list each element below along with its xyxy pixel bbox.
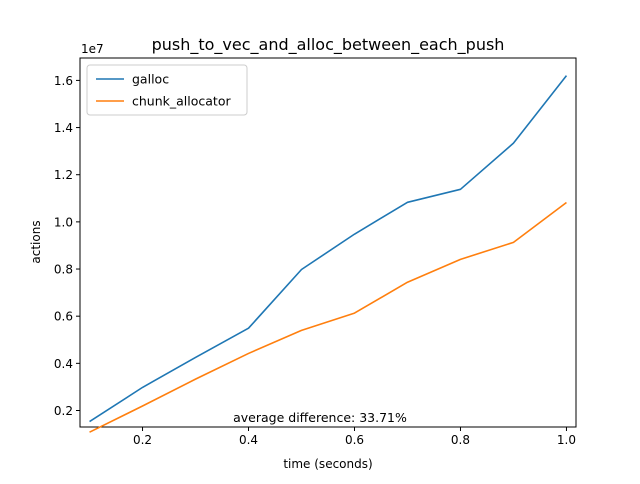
legend: galloc chunk_allocator xyxy=(86,64,248,116)
plot-area: 0.2 0.4 0.6 0.8 1.0 0.2 0.4 0.6 0.8 1.0 1.2 1.4 1.6 xyxy=(54,57,577,447)
average-difference-annotation: average difference: 33.71% xyxy=(233,410,407,425)
chart-title: push_to_vec_and_alloc_between_each_push xyxy=(152,35,505,55)
y-tick-label: 1.6 xyxy=(54,74,73,88)
x-tick-label: 0.6 xyxy=(345,433,364,447)
y-tick-label: 1.0 xyxy=(54,215,73,229)
y-tick-label: 0.8 xyxy=(54,263,73,277)
y-tick-label: 0.6 xyxy=(54,310,73,324)
axes-frame xyxy=(79,57,577,428)
y-tick-label: 1.2 xyxy=(54,168,73,182)
y-tick-label: 0.2 xyxy=(54,404,73,418)
legend-label: galloc xyxy=(132,72,169,87)
x-tick-label: 0.8 xyxy=(451,433,470,447)
y-tick-label: 0.4 xyxy=(54,357,73,371)
x-tick-label: 0.4 xyxy=(239,433,258,447)
y-tick-label: 1.4 xyxy=(54,121,73,135)
series-line xyxy=(89,75,568,423)
x-tick-label: 0.2 xyxy=(133,433,152,447)
series-line xyxy=(89,201,567,433)
x-tick-label: 1.0 xyxy=(557,433,576,447)
x-axis-label: time (seconds) xyxy=(283,457,372,471)
legend-label: chunk_allocator xyxy=(132,94,231,109)
y-offset-label: 1e7 xyxy=(81,42,104,56)
legend-box xyxy=(86,64,248,116)
y-axis-label: actions xyxy=(29,220,43,263)
